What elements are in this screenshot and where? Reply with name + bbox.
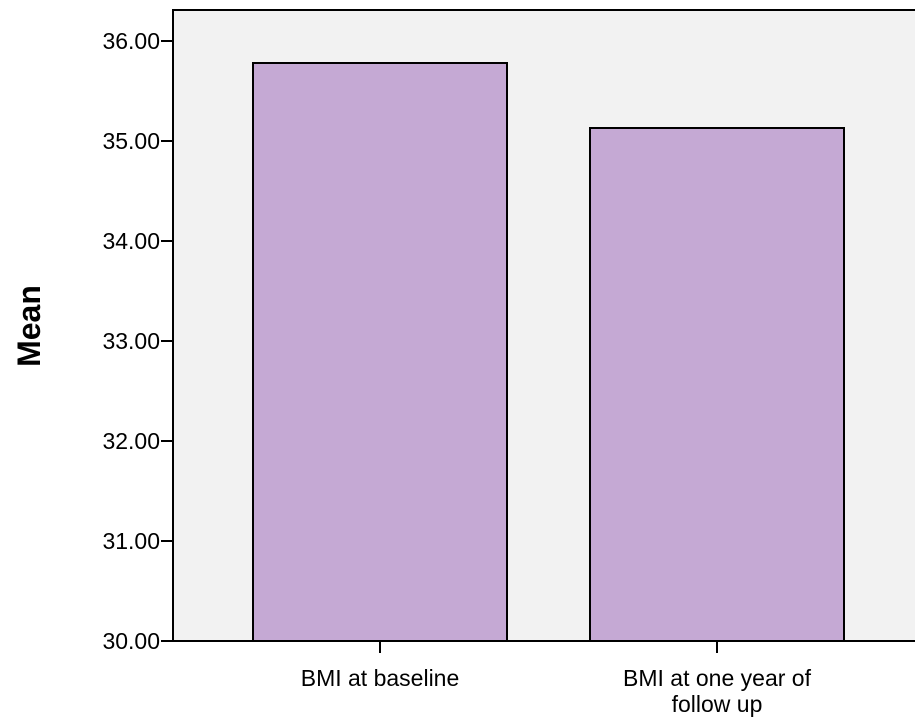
y-tick-label: 32.00 <box>102 428 160 454</box>
x-category-label: BMI at one year of <box>623 665 812 691</box>
y-tick-label: 35.00 <box>102 128 160 154</box>
x-category-label: follow up <box>672 691 763 717</box>
x-category-label: BMI at baseline <box>301 665 460 691</box>
y-axis-title: Mean <box>11 285 47 367</box>
y-tick-label: 31.00 <box>102 528 160 554</box>
y-tick-label: 30.00 <box>102 628 160 654</box>
y-tick-label: 34.00 <box>102 228 160 254</box>
y-tick-label: 36.00 <box>102 28 160 54</box>
bar-2 <box>589 127 845 642</box>
bar-1 <box>252 62 508 642</box>
y-tick-label: 33.00 <box>102 328 160 354</box>
